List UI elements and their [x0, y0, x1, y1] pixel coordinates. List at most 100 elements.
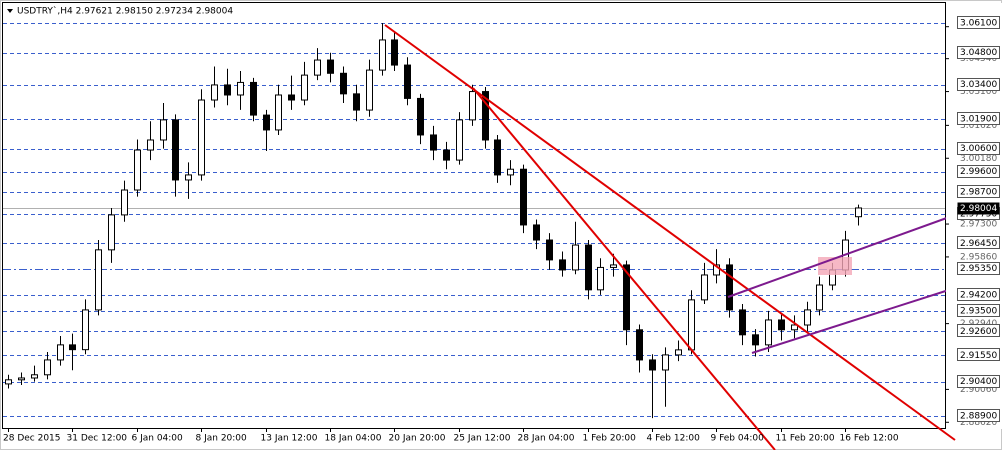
y-tick-label: 2.88620 — [960, 418, 997, 428]
y-tick-label: 2.90060 — [960, 385, 997, 395]
level-label-box — [957, 236, 1000, 249]
candle-body — [391, 39, 398, 66]
level-label: 3.00600 — [960, 144, 997, 154]
y-tick-label: 2.97300 — [960, 220, 997, 230]
candle-body — [456, 119, 463, 161]
candle-body — [263, 114, 270, 131]
candle-body — [314, 59, 321, 76]
candle-body — [82, 309, 89, 351]
candle-body — [250, 81, 257, 116]
candle-body — [44, 359, 51, 376]
level-label: 3.04800 — [960, 48, 997, 58]
candle-body — [765, 319, 772, 346]
level-label-box — [957, 165, 1000, 178]
candle-body — [57, 344, 64, 361]
candle-body — [559, 259, 566, 271]
level-label: 3.06100 — [960, 19, 997, 29]
x-tick-label: 13 Jan 12:00 — [261, 434, 318, 444]
candle-body — [739, 309, 746, 336]
x-tick-label: 25 Jan 12:00 — [454, 434, 511, 444]
candle-body — [301, 74, 308, 101]
level-label-box — [957, 324, 1000, 337]
menu-triangle — [7, 9, 13, 13]
level-label: 2.92600 — [960, 327, 997, 337]
candle-body — [494, 139, 501, 176]
x-tick-label: 20 Jan 20:00 — [389, 434, 446, 444]
x-tick-label: 16 Feb 12:00 — [840, 434, 899, 444]
last-price-label: 2.98004 — [960, 204, 997, 214]
candle-body — [172, 119, 179, 181]
candle-body — [237, 81, 244, 96]
candle-body — [726, 264, 733, 311]
x-tick-label: 28 Jan 04:00 — [518, 434, 575, 444]
candle-body — [134, 149, 141, 191]
level-label: 3.01900 — [960, 114, 997, 124]
candle-body — [353, 93, 360, 111]
candle-body — [804, 309, 811, 326]
candle-body — [327, 59, 334, 74]
x-tick-label: 11 Feb 20:00 — [776, 434, 835, 444]
candle-body — [108, 214, 115, 251]
level-label: 2.91550 — [960, 351, 997, 361]
level-label-box — [957, 262, 1000, 275]
x-tick-label: 1 Feb 20:00 — [583, 434, 637, 444]
candle-body — [224, 84, 231, 96]
level-label: 3.03400 — [960, 80, 997, 90]
candle-body — [482, 91, 489, 141]
candle-body — [5, 379, 12, 385]
candle-body — [95, 249, 102, 311]
candle-body — [18, 377, 25, 381]
candle-body — [713, 264, 720, 276]
candle-body — [288, 94, 295, 101]
level-label-box — [957, 112, 1000, 125]
candle-body — [636, 329, 643, 361]
level-label: 2.93500 — [960, 306, 997, 316]
chart-title: USDTRY`,H4 2.97621 2.98150 2.97234 2.980… — [17, 6, 233, 17]
candle-body — [597, 266, 604, 291]
x-tick-label: 4 Feb 12:00 — [647, 434, 701, 444]
last-price-box — [957, 202, 1000, 215]
candle-body — [675, 349, 682, 356]
candle-body — [623, 264, 630, 331]
candle-body — [791, 324, 798, 331]
candle-body — [546, 239, 553, 261]
level-label-box — [957, 348, 1000, 361]
level-label-box — [957, 142, 1000, 155]
x-tick-label: 8 Jan 20:00 — [196, 434, 248, 444]
candle-body — [147, 139, 154, 151]
candle-body — [340, 72, 347, 95]
level-label: 2.88900 — [960, 411, 997, 421]
channel-line — [751, 287, 956, 354]
candle-body — [649, 359, 656, 371]
level-label: 2.98700 — [960, 188, 997, 198]
candle-body — [507, 168, 514, 176]
x-tick-label: 6 Jan 04:00 — [132, 434, 184, 444]
level-label-box — [957, 185, 1000, 198]
y-tick-label: 3.01620 — [960, 121, 997, 131]
y-tick-label: 3.04540 — [960, 54, 997, 64]
candle-body — [520, 168, 527, 226]
level-label-box — [957, 46, 1000, 59]
candle-body — [417, 97, 424, 136]
candle-body — [752, 334, 759, 346]
plot-frame — [2, 2, 946, 429]
trend-line — [472, 87, 776, 450]
x-tick-label: 31 Dec 12:00 — [67, 434, 128, 444]
level-label: 2.94200 — [960, 290, 997, 300]
level-label-box — [957, 16, 1000, 29]
x-tick-label: 18 Jan 04:00 — [325, 434, 382, 444]
candle-body — [662, 354, 669, 371]
level-label-box — [957, 288, 1000, 301]
level-label-box — [957, 409, 1000, 422]
y-tick-label: 3.00180 — [960, 154, 997, 164]
candle-body — [366, 69, 373, 111]
x-tick-label: 9 Feb 04:00 — [711, 434, 765, 444]
candle-body — [688, 299, 695, 351]
candle-body — [379, 39, 386, 71]
candle-body — [585, 244, 592, 291]
x-tick-label: 28 Dec 2015 — [3, 434, 61, 444]
candle-body — [69, 344, 76, 351]
channel-line — [727, 214, 956, 298]
candle-body — [275, 94, 282, 131]
